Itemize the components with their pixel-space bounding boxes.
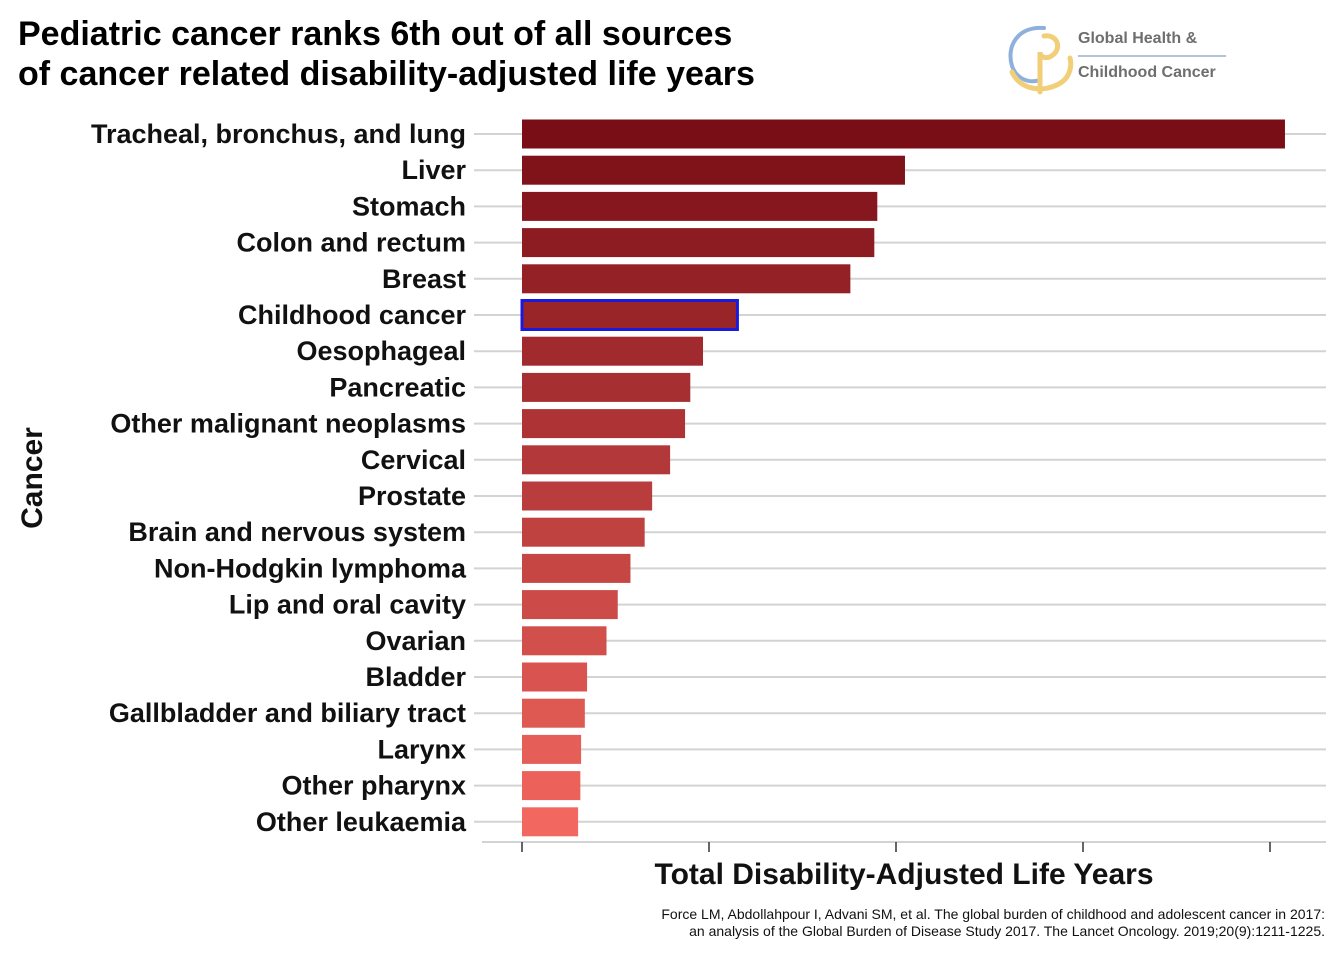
category-label-oesophageal: Oesophageal xyxy=(296,336,466,366)
bar-liver xyxy=(522,155,905,185)
y-axis-title: Cancer xyxy=(16,427,49,529)
logo-text-line-2: Childhood Cancer xyxy=(1078,64,1216,81)
global-health-childhood-cancer-logo: Global Health & Childhood Cancer xyxy=(1004,22,1254,98)
bar-other-leukaemia xyxy=(522,807,579,837)
bar-layer xyxy=(520,119,1285,837)
category-label-pancreatic: Pancreatic xyxy=(329,372,466,402)
bar-colon-and-rectum xyxy=(522,228,875,258)
category-label-liver: Liver xyxy=(401,155,466,185)
category-label-other-pharynx: Other pharynx xyxy=(281,771,466,801)
category-label-layer: Tracheal, bronchus, and lung Liver Stomach… xyxy=(91,119,467,837)
category-label-bladder: Bladder xyxy=(365,662,466,692)
source-citation: Force LM, Abdollahpour I, Advani SM, et … xyxy=(661,906,1325,940)
category-label-brain-and-nervous-system: Brain and nervous system xyxy=(128,517,466,547)
bar-childhood-cancer xyxy=(520,299,739,331)
bar-bladder xyxy=(522,662,588,692)
bar-breast xyxy=(522,264,851,294)
bar-non-hodgkin-lymphoma xyxy=(522,553,631,583)
chart-title-line-2: of cancer related disability-adjusted li… xyxy=(18,55,755,93)
logo-divider xyxy=(1078,55,1226,57)
category-label-cervical: Cervical xyxy=(361,445,466,475)
category-label-breast: Breast xyxy=(382,264,466,294)
category-label-other-leukaemia: Other leukaemia xyxy=(256,807,467,837)
bar-ovarian xyxy=(522,626,607,656)
source-citation-line-2: an analysis of the Global Burden of Dise… xyxy=(689,923,1325,939)
bar-other-pharynx xyxy=(522,771,581,801)
x-axis xyxy=(482,841,1326,852)
logo-emblem-icon xyxy=(1008,25,1074,95)
bar-lip-and-oral-cavity xyxy=(522,590,618,620)
bar-oesophageal xyxy=(522,336,704,366)
bar-tracheal-bronchus-and-lung xyxy=(522,119,1285,149)
category-label-ovarian: Ovarian xyxy=(365,626,466,656)
category-label-lip-and-oral-cavity: Lip and oral cavity xyxy=(229,590,466,620)
chart-title-line-1: Pediatric cancer ranks 6th out of all so… xyxy=(18,15,733,53)
logo-text-line-1: Global Health & xyxy=(1078,30,1198,47)
category-label-tracheal-bronchus-and-lung: Tracheal, bronchus, and lung xyxy=(91,119,466,149)
bar-brain-and-nervous-system xyxy=(522,517,645,547)
bar-larynx xyxy=(522,734,582,764)
source-citation-line-1: Force LM, Abdollahpour I, Advani SM, et … xyxy=(661,906,1325,922)
category-label-prostate: Prostate xyxy=(358,481,466,511)
category-label-childhood-cancer: Childhood cancer xyxy=(238,300,467,330)
category-label-larynx: Larynx xyxy=(377,734,466,764)
category-label-other-malignant-neoplasms: Other malignant neoplasms xyxy=(110,409,466,439)
bar-stomach xyxy=(522,191,878,221)
x-axis-title: Total Disability-Adjusted Life Years xyxy=(654,858,1153,891)
bar-cervical xyxy=(522,445,671,475)
bar-gallbladder-and-biliary-tract xyxy=(522,698,585,728)
category-label-colon-and-rectum: Colon and rectum xyxy=(236,228,466,258)
bar-other-malignant-neoplasms xyxy=(522,409,686,439)
category-label-non-hodgkin-lymphoma: Non-Hodgkin lymphoma xyxy=(154,553,467,583)
bar-prostate xyxy=(522,481,653,511)
bar-pancreatic xyxy=(522,372,691,402)
chart-title: Pediatric cancer ranks 6th out of all so… xyxy=(18,14,938,94)
category-label-gallbladder-and-biliary-tract: Gallbladder and biliary tract xyxy=(109,698,466,728)
category-label-stomach: Stomach xyxy=(352,191,466,221)
